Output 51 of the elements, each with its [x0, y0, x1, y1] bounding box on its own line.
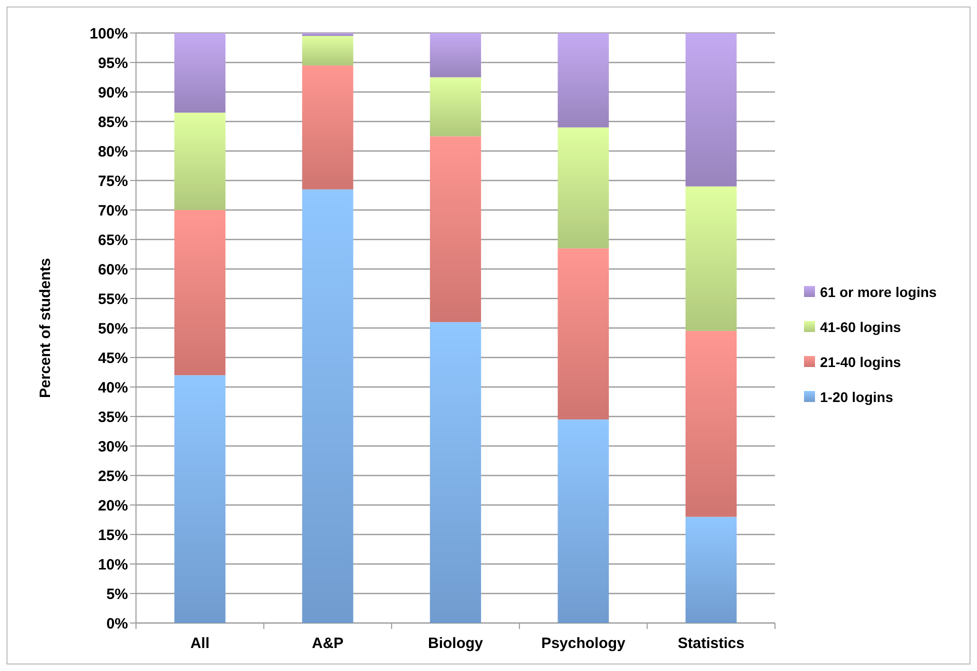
legend-label: 61 or more logins	[820, 284, 937, 300]
bar	[558, 127, 609, 248]
y-tick-label: 80%	[98, 143, 128, 160]
x-tick-label: Statistics	[678, 635, 744, 652]
bar	[174, 112, 226, 210]
y-tick-label: 95%	[98, 54, 128, 72]
bar	[430, 322, 482, 623]
x-tick-label: All	[190, 635, 210, 652]
y-tick-label: 15%	[98, 526, 128, 544]
y-tick-label: 40%	[98, 379, 128, 396]
bar	[430, 33, 482, 78]
y-tick-label: 35%	[98, 408, 128, 426]
bar	[558, 33, 609, 128]
y-tick-label: 10%	[98, 556, 128, 574]
bar	[686, 516, 737, 623]
x-tick-label: Biology	[428, 635, 484, 652]
y-tick-label: 75%	[98, 172, 128, 190]
y-tick-label: 25%	[98, 468, 128, 485]
y-tick-label: 100%	[90, 25, 128, 42]
y-tick-label: 0%	[106, 615, 128, 632]
y-axis-title: Percent of students	[37, 258, 54, 398]
bar	[558, 419, 609, 623]
bar	[302, 33, 354, 36]
y-tick-label: 5%	[106, 586, 128, 603]
bar	[302, 189, 354, 623]
y-tick-label: 30%	[98, 438, 128, 456]
bar	[302, 36, 354, 66]
bar	[430, 77, 482, 136]
x-tick-label: Psychology	[541, 635, 626, 652]
legend-label: 41-60 logins	[820, 318, 902, 335]
bar	[686, 186, 737, 331]
bar	[174, 33, 226, 113]
y-tick-label: 50%	[98, 320, 128, 338]
bar	[558, 248, 609, 420]
bar	[302, 65, 354, 190]
y-tick-label: 60%	[98, 261, 128, 278]
bar	[686, 33, 737, 186]
bar	[430, 136, 482, 322]
y-tick-label: 20%	[98, 497, 128, 514]
y-tick-label: 65%	[98, 232, 128, 249]
bar	[174, 375, 226, 623]
y-tick-label: 45%	[98, 350, 128, 367]
y-tick-label: 85%	[98, 114, 128, 131]
bar	[686, 330, 737, 517]
bar	[174, 210, 226, 376]
y-tick-label: 70%	[98, 202, 128, 220]
legend-label: 1-20 logins	[820, 388, 894, 405]
legend-label: 21-40 logins	[820, 354, 902, 370]
x-tick-label: A&P	[312, 635, 344, 652]
y-tick-label: 55%	[98, 290, 128, 308]
y-tick-label: 90%	[98, 84, 128, 102]
